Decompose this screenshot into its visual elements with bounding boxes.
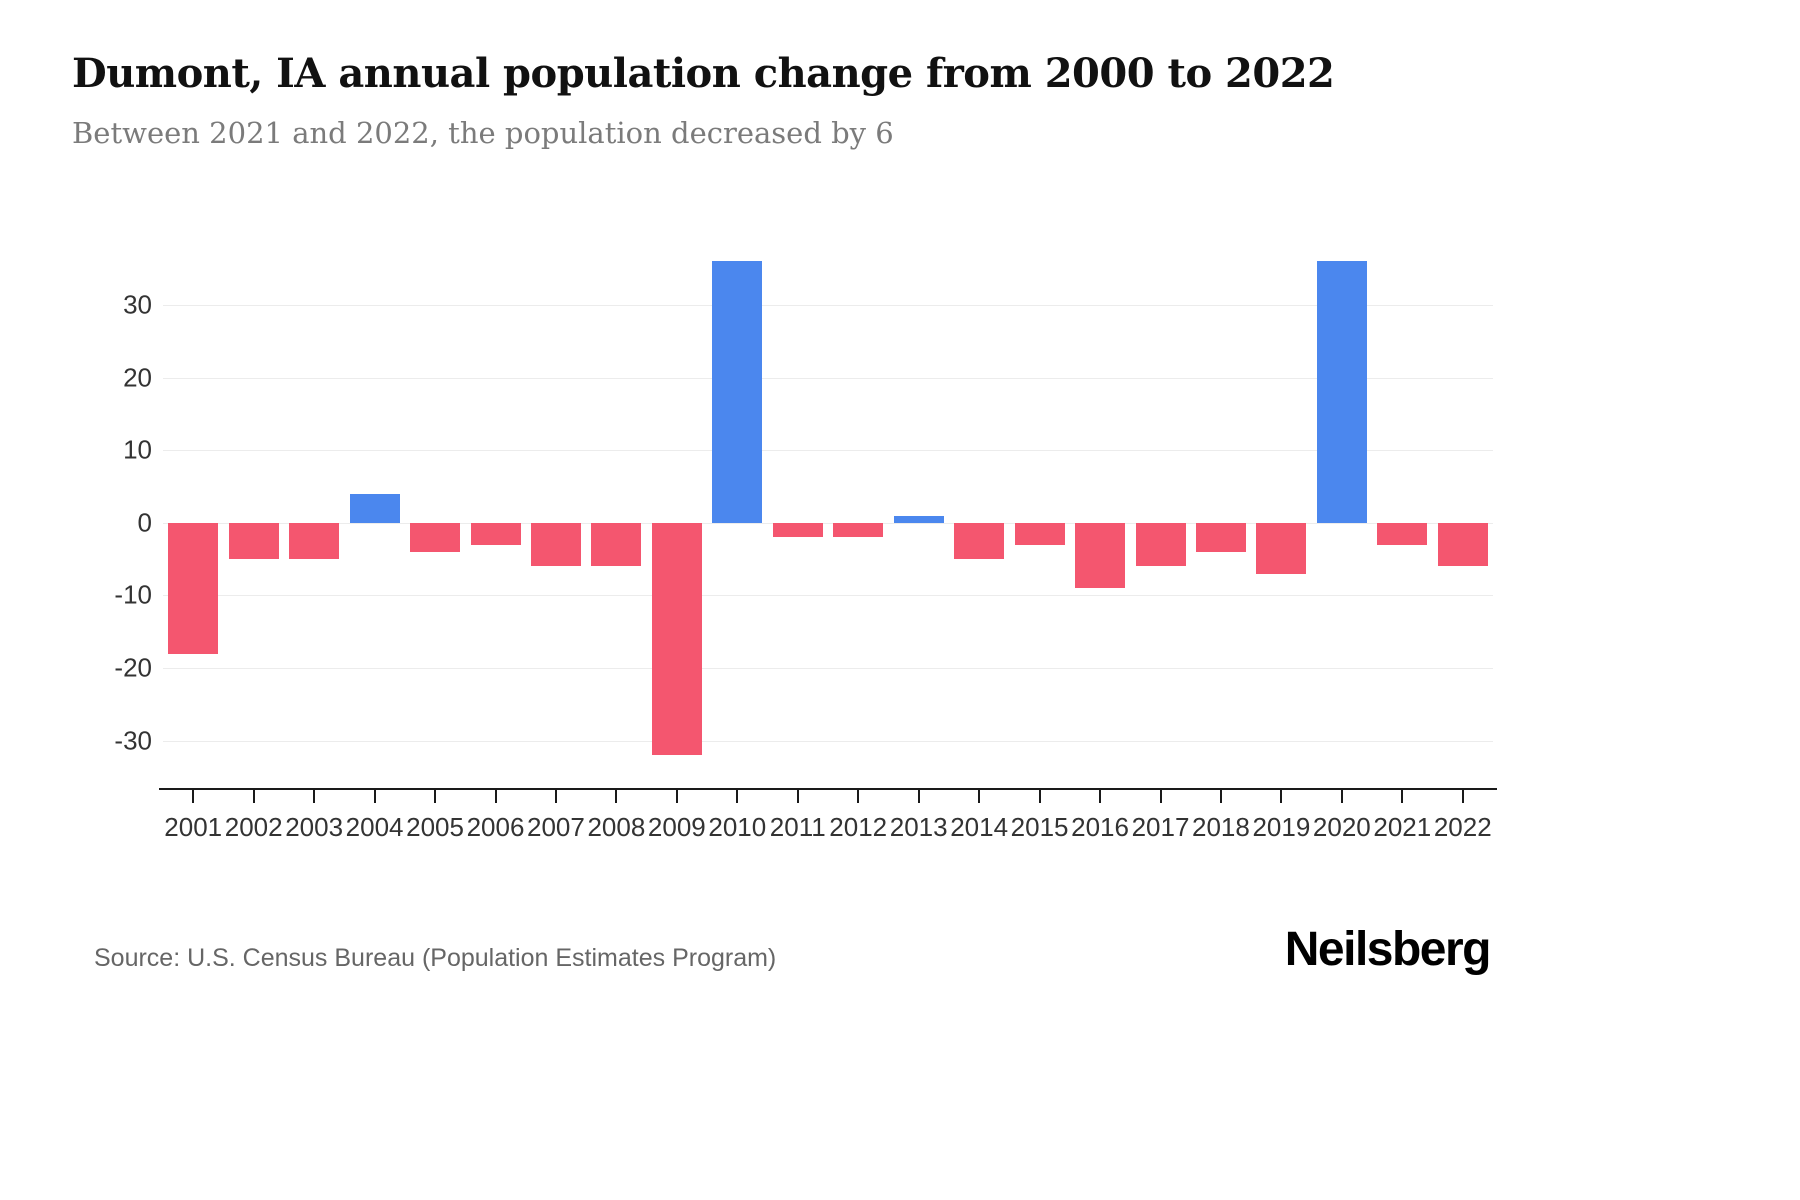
bar-2021 bbox=[1377, 522, 1428, 545]
x-tick bbox=[796, 790, 799, 803]
y-tick-label: -10 bbox=[114, 579, 152, 610]
x-axis-line bbox=[159, 788, 1497, 790]
chart-title: Dumont, IA annual population change from… bbox=[72, 50, 1335, 97]
x-tick bbox=[1461, 790, 1464, 803]
bar-2003 bbox=[289, 522, 340, 560]
x-tick-label-2004: 2004 bbox=[345, 812, 404, 842]
bar-2009 bbox=[651, 522, 702, 756]
bar-2013 bbox=[893, 515, 944, 523]
x-tick bbox=[1219, 790, 1222, 803]
bar-2020 bbox=[1316, 261, 1367, 523]
bar-2014 bbox=[954, 522, 1005, 560]
bar-2012 bbox=[833, 522, 884, 538]
gridline-y-0 bbox=[163, 522, 1493, 524]
x-tick-label-2022: 2022 bbox=[1433, 812, 1492, 842]
x-tick bbox=[1280, 790, 1283, 803]
brand-logo: Neilsberg bbox=[1284, 923, 1492, 976]
x-tick bbox=[978, 790, 981, 803]
bar-2011 bbox=[772, 522, 823, 538]
y-tick-label: 30 bbox=[123, 289, 152, 320]
x-tick-label-2018: 2018 bbox=[1192, 812, 1250, 842]
x-tick-label-2015: 2015 bbox=[1010, 812, 1069, 842]
bar-2015 bbox=[1014, 522, 1065, 545]
bar-2016 bbox=[1075, 522, 1126, 589]
x-tick-label-2016: 2016 bbox=[1071, 812, 1129, 842]
x-tick-label-2020: 2020 bbox=[1312, 812, 1371, 842]
y-tick-label: -30 bbox=[114, 725, 152, 756]
x-tick bbox=[434, 790, 437, 803]
gridline-y--30 bbox=[163, 740, 1493, 742]
bar-2005 bbox=[410, 522, 461, 552]
x-tick-label-2006: 2006 bbox=[466, 812, 525, 842]
bar-2007 bbox=[530, 522, 581, 567]
bar-2008 bbox=[591, 522, 642, 567]
x-tick bbox=[615, 790, 618, 803]
x-tick-label-2001: 2001 bbox=[164, 812, 223, 842]
bar-2006 bbox=[470, 522, 521, 545]
x-tick bbox=[1340, 790, 1343, 803]
x-tick bbox=[1099, 790, 1102, 803]
x-tick-label-2009: 2009 bbox=[647, 812, 706, 842]
x-tick-label-2021: 2021 bbox=[1373, 812, 1432, 842]
x-tick-label-2010: 2010 bbox=[708, 812, 767, 842]
y-axis-labels: 30 20 10 0 -10 -20 -30 bbox=[40, 254, 152, 788]
bar-2017 bbox=[1135, 522, 1186, 567]
x-tick-label-2002: 2002 bbox=[224, 812, 283, 842]
x-tick bbox=[1401, 790, 1404, 803]
gridline-y-20 bbox=[163, 377, 1493, 379]
x-tick-label-2014: 2014 bbox=[950, 812, 1009, 842]
y-tick-label: 0 bbox=[137, 507, 152, 538]
x-tick-label-2012: 2012 bbox=[829, 812, 888, 842]
x-tick bbox=[313, 790, 316, 803]
x-axis-labels: 2001 2002 2003 2004 2005 2006 2007 2008 2009 2010… bbox=[163, 812, 1493, 852]
x-tick-label-2003: 2003 bbox=[285, 812, 344, 842]
bar-2010 bbox=[712, 261, 763, 523]
x-tick-label-2007: 2007 bbox=[527, 812, 585, 842]
gridline-y-30 bbox=[163, 304, 1493, 306]
y-tick-label: -20 bbox=[114, 652, 152, 683]
bar-2018 bbox=[1195, 522, 1246, 552]
x-tick bbox=[736, 790, 739, 803]
x-tick-label-2017: 2017 bbox=[1131, 812, 1190, 842]
bar-2022 bbox=[1437, 522, 1488, 567]
y-tick-label: 20 bbox=[123, 362, 152, 392]
gridline-y--20 bbox=[163, 668, 1493, 670]
x-tick bbox=[857, 790, 860, 803]
x-axis-ticks bbox=[163, 790, 1493, 804]
x-tick bbox=[675, 790, 678, 803]
bar-2004 bbox=[349, 493, 400, 523]
x-tick bbox=[373, 790, 376, 803]
x-tick bbox=[192, 790, 195, 803]
x-tick-label-2005: 2005 bbox=[406, 812, 464, 842]
chart-subtitle: Between 2021 and 2022, the population de… bbox=[72, 116, 894, 150]
x-tick bbox=[1159, 790, 1162, 803]
plot-area bbox=[163, 254, 1493, 788]
x-tick-label-2011: 2011 bbox=[769, 812, 826, 842]
x-tick bbox=[917, 790, 920, 803]
y-tick-label: 10 bbox=[123, 434, 152, 465]
x-tick bbox=[554, 790, 557, 803]
x-tick bbox=[494, 790, 497, 803]
x-tick-label-2019: 2019 bbox=[1252, 812, 1311, 842]
x-tick-label-2013: 2013 bbox=[889, 812, 948, 842]
gridline-y-10 bbox=[163, 450, 1493, 452]
x-tick-label-2008: 2008 bbox=[587, 812, 646, 842]
source-attribution: Source: U.S. Census Bureau (Population E… bbox=[94, 944, 777, 972]
x-tick bbox=[1038, 790, 1041, 803]
bar-2019 bbox=[1256, 522, 1307, 574]
bar-2002 bbox=[228, 522, 279, 560]
x-tick bbox=[252, 790, 255, 803]
gridline-y--10 bbox=[163, 595, 1493, 597]
bar-2001 bbox=[168, 522, 219, 654]
